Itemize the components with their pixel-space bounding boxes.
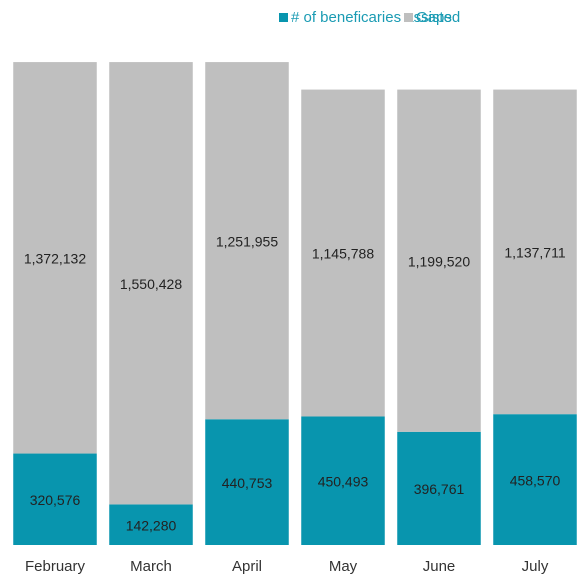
data-label: 1,199,520 <box>408 253 470 269</box>
x-tick-label: February <box>25 558 86 575</box>
x-tick-label: June <box>423 558 456 575</box>
data-label: 1,550,428 <box>120 276 182 292</box>
bar-segment <box>397 431 481 545</box>
legend-label: # of beneficaries assisted <box>291 9 460 26</box>
data-label: 142,280 <box>126 517 177 533</box>
bar-segment <box>205 419 289 545</box>
data-label: 1,137,711 <box>504 245 565 261</box>
bar-segment <box>301 89 385 417</box>
x-tick-label: May <box>329 558 358 575</box>
legend-swatch <box>279 13 288 22</box>
bar-segment <box>109 62 193 505</box>
data-label: 458,570 <box>510 472 561 488</box>
x-tick-label: March <box>130 558 172 575</box>
bar-segment <box>493 414 577 545</box>
legend-swatch <box>404 13 413 22</box>
data-label: 1,145,788 <box>312 246 374 262</box>
data-label: 396,761 <box>414 481 465 497</box>
bar-segment <box>397 89 481 432</box>
bar-segment <box>109 504 193 545</box>
bar-segment <box>13 62 97 454</box>
x-tick-label: July <box>522 558 549 575</box>
data-label: 1,372,132 <box>24 251 86 267</box>
bar-segment <box>13 453 97 545</box>
x-tick-label: April <box>232 558 262 575</box>
data-label: 440,753 <box>222 475 273 491</box>
data-label: 450,493 <box>318 473 369 489</box>
bar-segment <box>493 89 577 415</box>
data-label: 320,576 <box>30 492 81 508</box>
data-label: 1,251,955 <box>216 233 278 249</box>
bar-segment <box>205 62 289 420</box>
legend-label: Gaps <box>416 9 452 26</box>
bar-segment <box>301 416 385 545</box>
